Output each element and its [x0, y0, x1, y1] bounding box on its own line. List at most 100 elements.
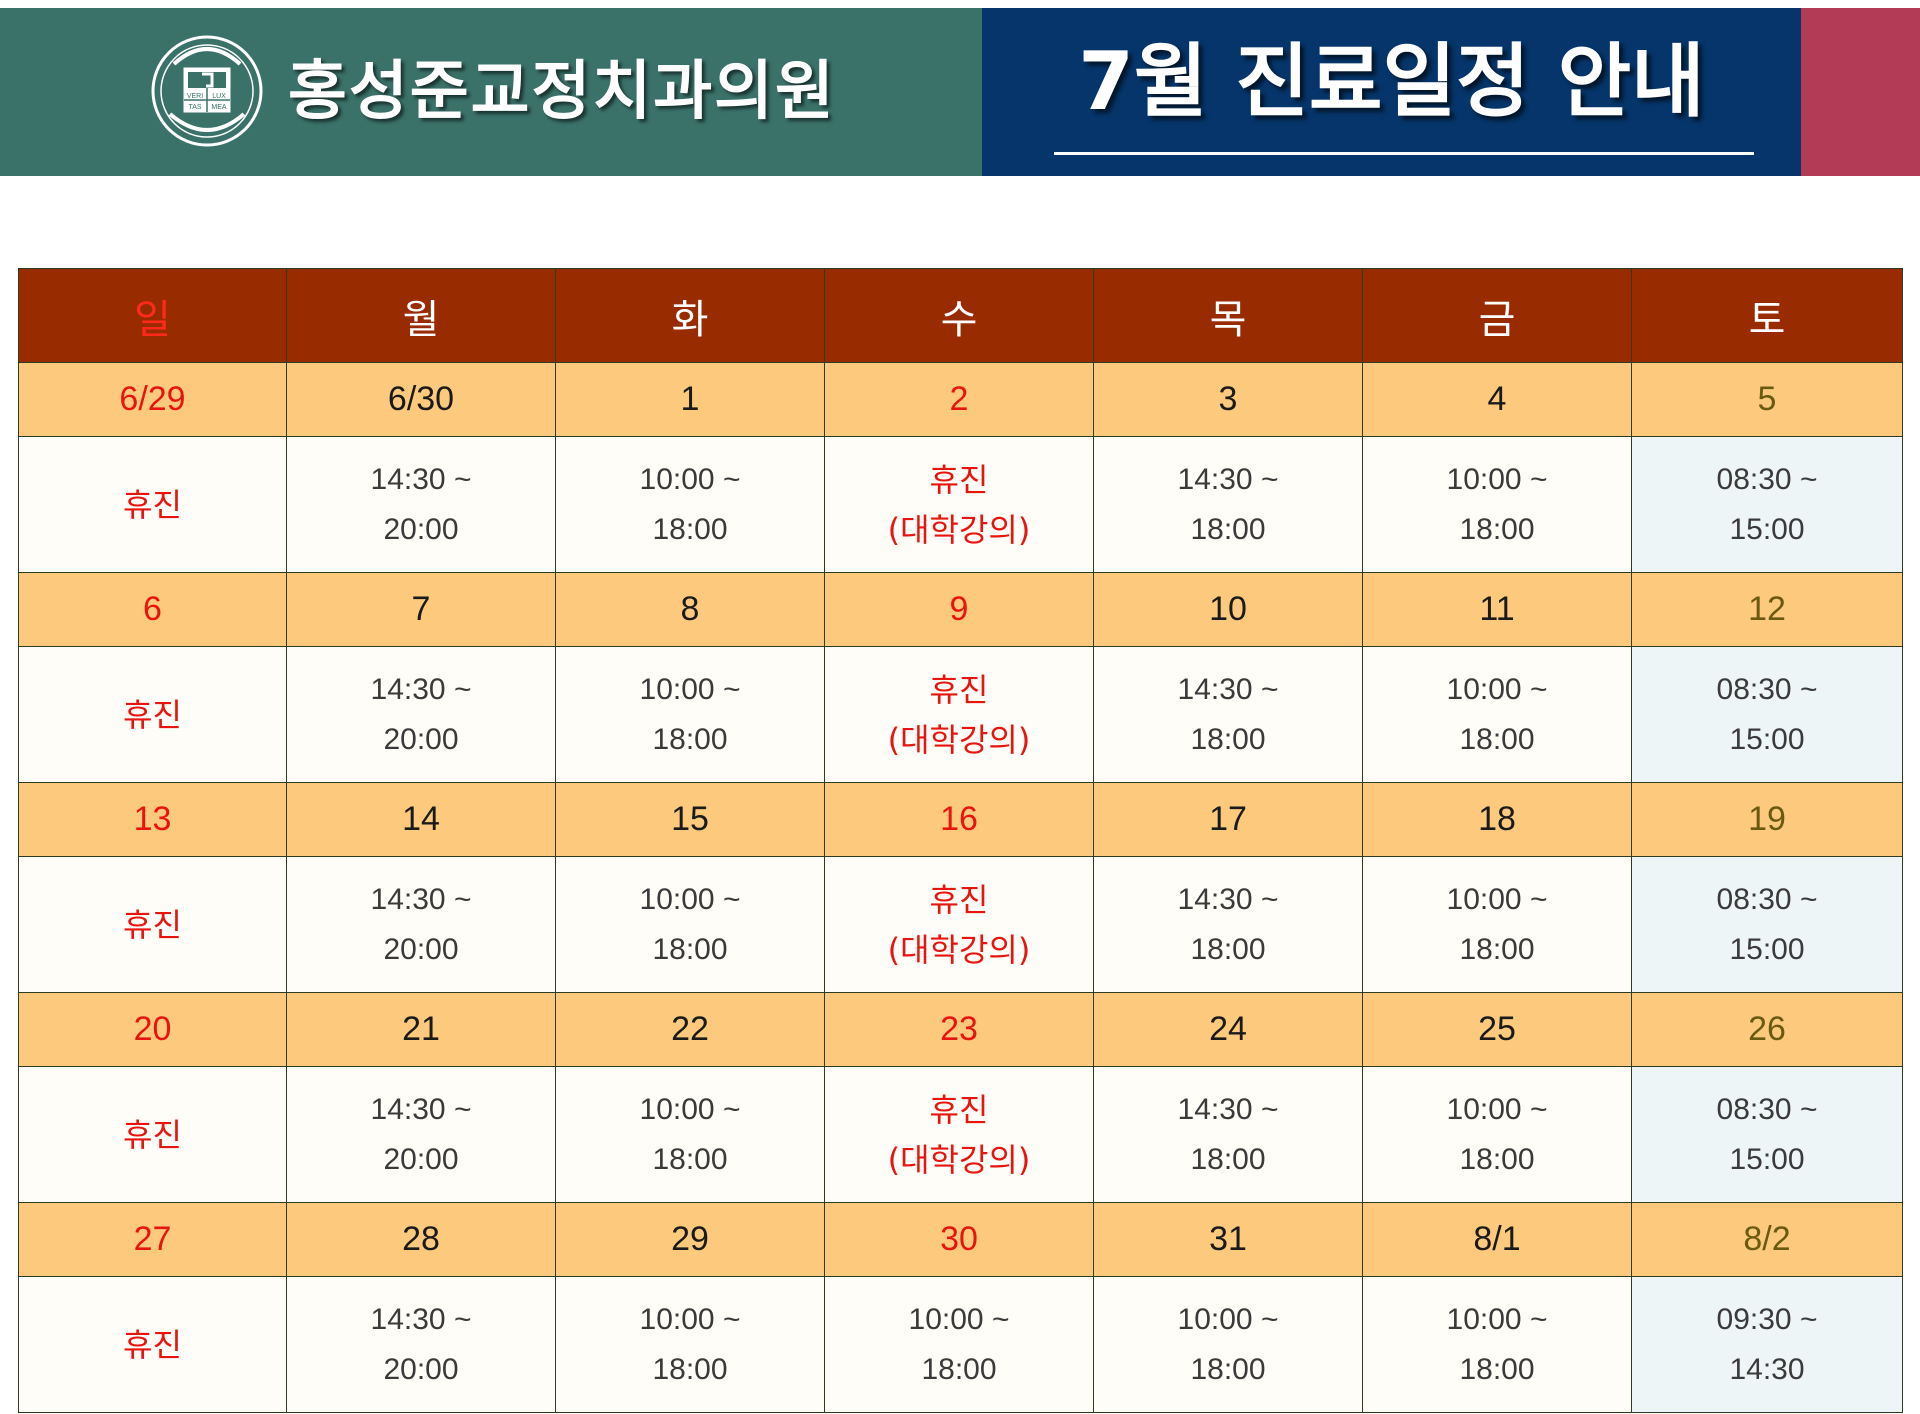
hours-line: 14:30 ~: [1177, 462, 1279, 496]
hours-line: 18:00: [1190, 932, 1266, 966]
date-cell: 30: [824, 1202, 1094, 1277]
date-cell: 10: [1093, 572, 1363, 647]
hours-line: 14:30 ~: [1177, 882, 1279, 916]
hours-line: 휴진: [123, 1115, 182, 1154]
date-cell: 27: [18, 1202, 287, 1277]
hours-line: 20:00: [383, 512, 459, 546]
hours-line: 10:00 ~: [1446, 882, 1548, 916]
hours-cell: 10:00 ~ 18:00: [1093, 1276, 1363, 1413]
hours-line: 15:00: [1729, 932, 1805, 966]
date-cell: 8: [555, 572, 825, 647]
date-row: 6 7 8 9 10 11 12: [18, 572, 1903, 647]
hours-cell: 08:30 ~ 15:00: [1631, 1066, 1903, 1203]
hours-line: 휴진: [929, 880, 989, 919]
university-emblem-icon: VERI LUX TAS MEA: [151, 35, 263, 147]
hours-line: 휴진: [123, 485, 182, 524]
hours-line: 15:00: [1729, 512, 1805, 546]
hours-cell: 휴진 (대학강의): [824, 856, 1094, 993]
date-cell: 15: [555, 782, 825, 857]
date-cell: 22: [555, 992, 825, 1067]
hours-line: 20:00: [383, 932, 459, 966]
logo-text-2: LUX: [212, 93, 226, 100]
date-cell: 23: [824, 992, 1094, 1067]
date-row: 6/29 6/30 1 2 3 4 5: [18, 362, 1903, 437]
hours-line: (대학강의): [887, 510, 1031, 549]
date-cell: 1: [555, 362, 825, 437]
hours-cell: 10:00 ~ 18:00: [1362, 1066, 1632, 1203]
date-cell: 25: [1362, 992, 1632, 1067]
hours-cell: 10:00 ~ 18:00: [1362, 436, 1632, 573]
weekday-wed: 수: [824, 268, 1094, 363]
hours-cell: 14:30 ~ 20:00: [286, 436, 556, 573]
hours-cell: 휴진 (대학강의): [824, 646, 1094, 783]
hours-cell: 10:00 ~ 18:00: [1362, 1276, 1632, 1413]
hours-cell: 08:30 ~ 15:00: [1631, 856, 1903, 993]
hours-line: 18:00: [1459, 1142, 1535, 1176]
hours-line: 10:00 ~: [1446, 672, 1548, 706]
hours-cell: 14:30 ~ 18:00: [1093, 436, 1363, 573]
logo-text-4: MEA: [211, 104, 227, 111]
date-cell: 28: [286, 1202, 556, 1277]
hours-line: 10:00 ~: [639, 1092, 741, 1126]
hours-line: 휴진: [123, 905, 182, 944]
hours-cell: 14:30 ~ 18:00: [1093, 1066, 1363, 1203]
hours-line: 10:00 ~: [639, 462, 741, 496]
hours-cell: 10:00 ~ 18:00: [555, 436, 825, 573]
hours-cell: 10:00 ~ 18:00: [1362, 646, 1632, 783]
hours-line: 휴진: [123, 1325, 182, 1364]
hours-cell: 휴진: [18, 646, 287, 783]
hours-line: 18:00: [652, 722, 728, 756]
hours-cell: 09:30 ~ 14:30: [1631, 1276, 1903, 1413]
hours-line: (대학강의): [887, 1140, 1031, 1179]
header-banner: VERI LUX TAS MEA 홍성준교정치과의원 7월 진료일정 안내: [0, 8, 1920, 176]
hours-cell: 10:00 ~ 18:00: [555, 856, 825, 993]
hours-line: 10:00 ~: [639, 672, 741, 706]
date-cell: 16: [824, 782, 1094, 857]
hours-line: 18:00: [652, 1352, 728, 1386]
hours-line: 20:00: [383, 1352, 459, 1386]
date-cell: 18: [1362, 782, 1632, 857]
date-cell: 13: [18, 782, 287, 857]
hours-line: 18:00: [652, 512, 728, 546]
hours-line: 10:00 ~: [639, 882, 741, 916]
date-cell: 20: [18, 992, 287, 1067]
hours-cell: 10:00 ~ 18:00: [824, 1276, 1094, 1413]
weekday-tue: 화: [555, 268, 825, 363]
hours-line: 10:00 ~: [1446, 1092, 1548, 1126]
hours-cell: 휴진: [18, 436, 287, 573]
title-banner: 7월 진료일정 안내: [982, 8, 1801, 176]
hours-line: 14:30 ~: [370, 672, 472, 706]
hours-cell: 10:00 ~ 18:00: [555, 1066, 825, 1203]
hours-line: 14:30: [1729, 1352, 1805, 1386]
title-underline: [1054, 152, 1754, 155]
hours-line: 18:00: [1459, 512, 1535, 546]
hours-line: 15:00: [1729, 1142, 1805, 1176]
hours-cell: 14:30 ~ 20:00: [286, 1066, 556, 1203]
logo-text-3: TAS: [188, 104, 201, 111]
date-cell: 14: [286, 782, 556, 857]
date-cell: 5: [1631, 362, 1903, 437]
hours-line: 14:30 ~: [370, 1302, 472, 1336]
hours-line: 18:00: [1190, 512, 1266, 546]
date-cell: 3: [1093, 362, 1363, 437]
hours-line: 14:30 ~: [1177, 1092, 1279, 1126]
hours-line: 10:00 ~: [908, 1302, 1010, 1336]
hours-line: 14:30 ~: [370, 1092, 472, 1126]
hours-cell: 휴진 (대학강의): [824, 436, 1094, 573]
hours-line: 14:30 ~: [370, 882, 472, 916]
hours-line: 10:00 ~: [1177, 1302, 1279, 1336]
schedule-calendar: 일 월 화 수 목 금 토 6/29 6/30 1 2 3 4 5 휴진 14:…: [18, 268, 1903, 1413]
date-cell: 12: [1631, 572, 1903, 647]
hours-line: 18:00: [652, 932, 728, 966]
date-row: 13 14 15 16 17 18 19: [18, 782, 1903, 857]
hours-cell: 10:00 ~ 18:00: [555, 646, 825, 783]
date-cell: 9: [824, 572, 1094, 647]
date-row: 27 28 29 30 31 8/1 8/2: [18, 1202, 1903, 1277]
weekday-mon: 월: [286, 268, 556, 363]
hours-cell: 휴진: [18, 1066, 287, 1203]
hours-cell: 14:30 ~ 18:00: [1093, 856, 1363, 993]
hours-cell: 08:30 ~ 15:00: [1631, 436, 1903, 573]
hours-line: 10:00 ~: [639, 1302, 741, 1336]
clinic-name: 홍성준교정치과의원: [288, 55, 836, 129]
weekday-fri: 금: [1362, 268, 1632, 363]
